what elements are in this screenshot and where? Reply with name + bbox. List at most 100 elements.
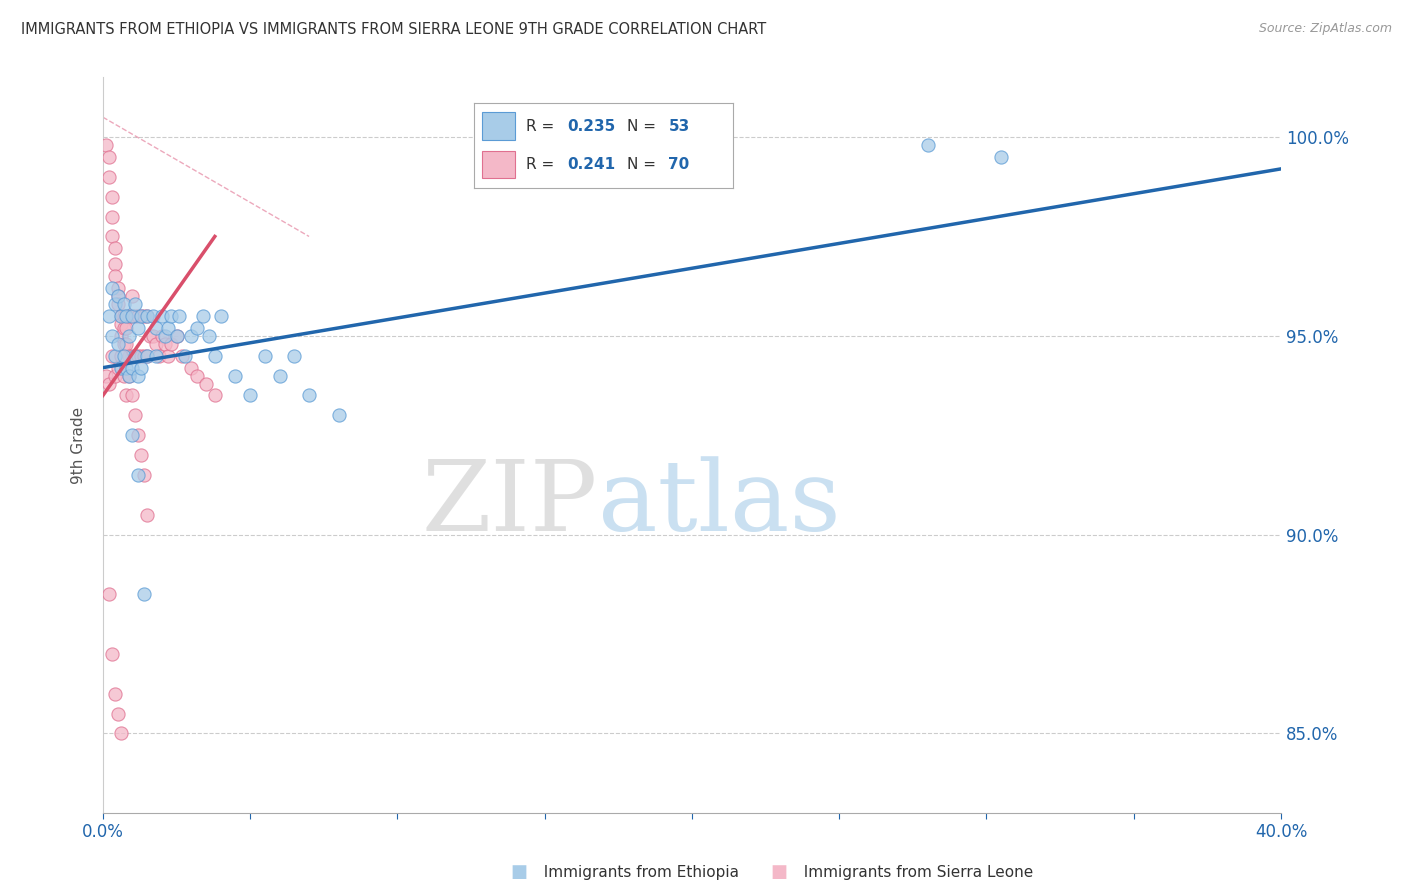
Point [142,329,165,343]
Text: IMMIGRANTS FROM ETHIOPIA VS IMMIGRANTS FROM SIERRA LEONE 9TH GRADE CORRELATION C: IMMIGRANTS FROM ETHIOPIA VS IMMIGRANTS F… [21,22,766,37]
Point [129,309,152,323]
Point [112,309,135,323]
Point [121,309,143,323]
Point [100,229,122,244]
Point [118,309,141,323]
Point [100,329,122,343]
Point [156,349,179,363]
Point [156,321,179,335]
Point [159,309,181,323]
Text: atlas: atlas [598,456,841,552]
Point [97,309,120,323]
Point [107,706,129,721]
Point [150,329,173,343]
Point [298,388,321,402]
Point [104,368,127,383]
Point [198,329,221,343]
Point [110,726,132,740]
Point [169,309,191,323]
Point [145,336,167,351]
Text: ZIP: ZIP [422,456,598,552]
Point [100,281,122,295]
Point [127,309,149,323]
Point [112,368,135,383]
Point [121,309,143,323]
Point [127,349,149,363]
Point [129,448,152,462]
Point [191,309,214,323]
Point [134,467,156,482]
Point [127,428,149,442]
Point [134,587,156,601]
Point [94,368,117,383]
Point [104,241,127,255]
Point [134,349,156,363]
Point [104,687,127,701]
Point [224,368,246,383]
Point [107,281,129,295]
Point [115,321,138,335]
Point [97,587,120,601]
Point [139,329,162,343]
Y-axis label: 9th Grade: 9th Grade [72,407,86,483]
Point [100,190,122,204]
Point [124,309,146,323]
Text: ■: ■ [510,863,527,881]
Point [115,388,138,402]
Point [97,150,120,164]
Point [186,321,208,335]
Point [112,321,135,335]
Point [110,329,132,343]
Point [204,349,226,363]
Point [153,336,176,351]
Point [253,349,276,363]
Point [107,336,129,351]
Point [283,349,305,363]
Point [136,309,159,323]
Point [153,329,176,343]
Point [150,309,173,323]
Point [124,409,146,423]
Point [97,169,120,184]
Point [124,349,146,363]
Text: Immigrants from Ethiopia: Immigrants from Ethiopia [534,865,740,880]
Point [124,349,146,363]
Point [121,289,143,303]
Point [269,368,291,383]
Point [127,368,149,383]
Point [990,150,1012,164]
Point [97,376,120,391]
Point [110,360,132,375]
Point [107,289,129,303]
Point [110,349,132,363]
Point [204,388,226,402]
Point [195,376,218,391]
Point [107,360,129,375]
Point [112,297,135,311]
Point [110,317,132,331]
Text: Source: ZipAtlas.com: Source: ZipAtlas.com [1258,22,1392,36]
Point [124,297,146,311]
Point [115,309,138,323]
Point [180,360,202,375]
Point [129,349,152,363]
Point [166,329,188,343]
Point [145,321,167,335]
Point [145,349,167,363]
Text: ■: ■ [770,863,787,881]
Point [127,467,149,482]
Point [115,309,138,323]
Point [121,349,143,363]
Point [110,309,132,323]
Point [328,409,350,423]
Point [166,329,188,343]
Point [118,349,141,363]
Point [917,138,939,153]
Point [134,309,156,323]
Point [107,297,129,311]
Point [209,309,232,323]
Point [112,336,135,351]
Point [129,309,152,323]
Text: Immigrants from Sierra Leone: Immigrants from Sierra Leone [794,865,1033,880]
Point [174,349,197,363]
